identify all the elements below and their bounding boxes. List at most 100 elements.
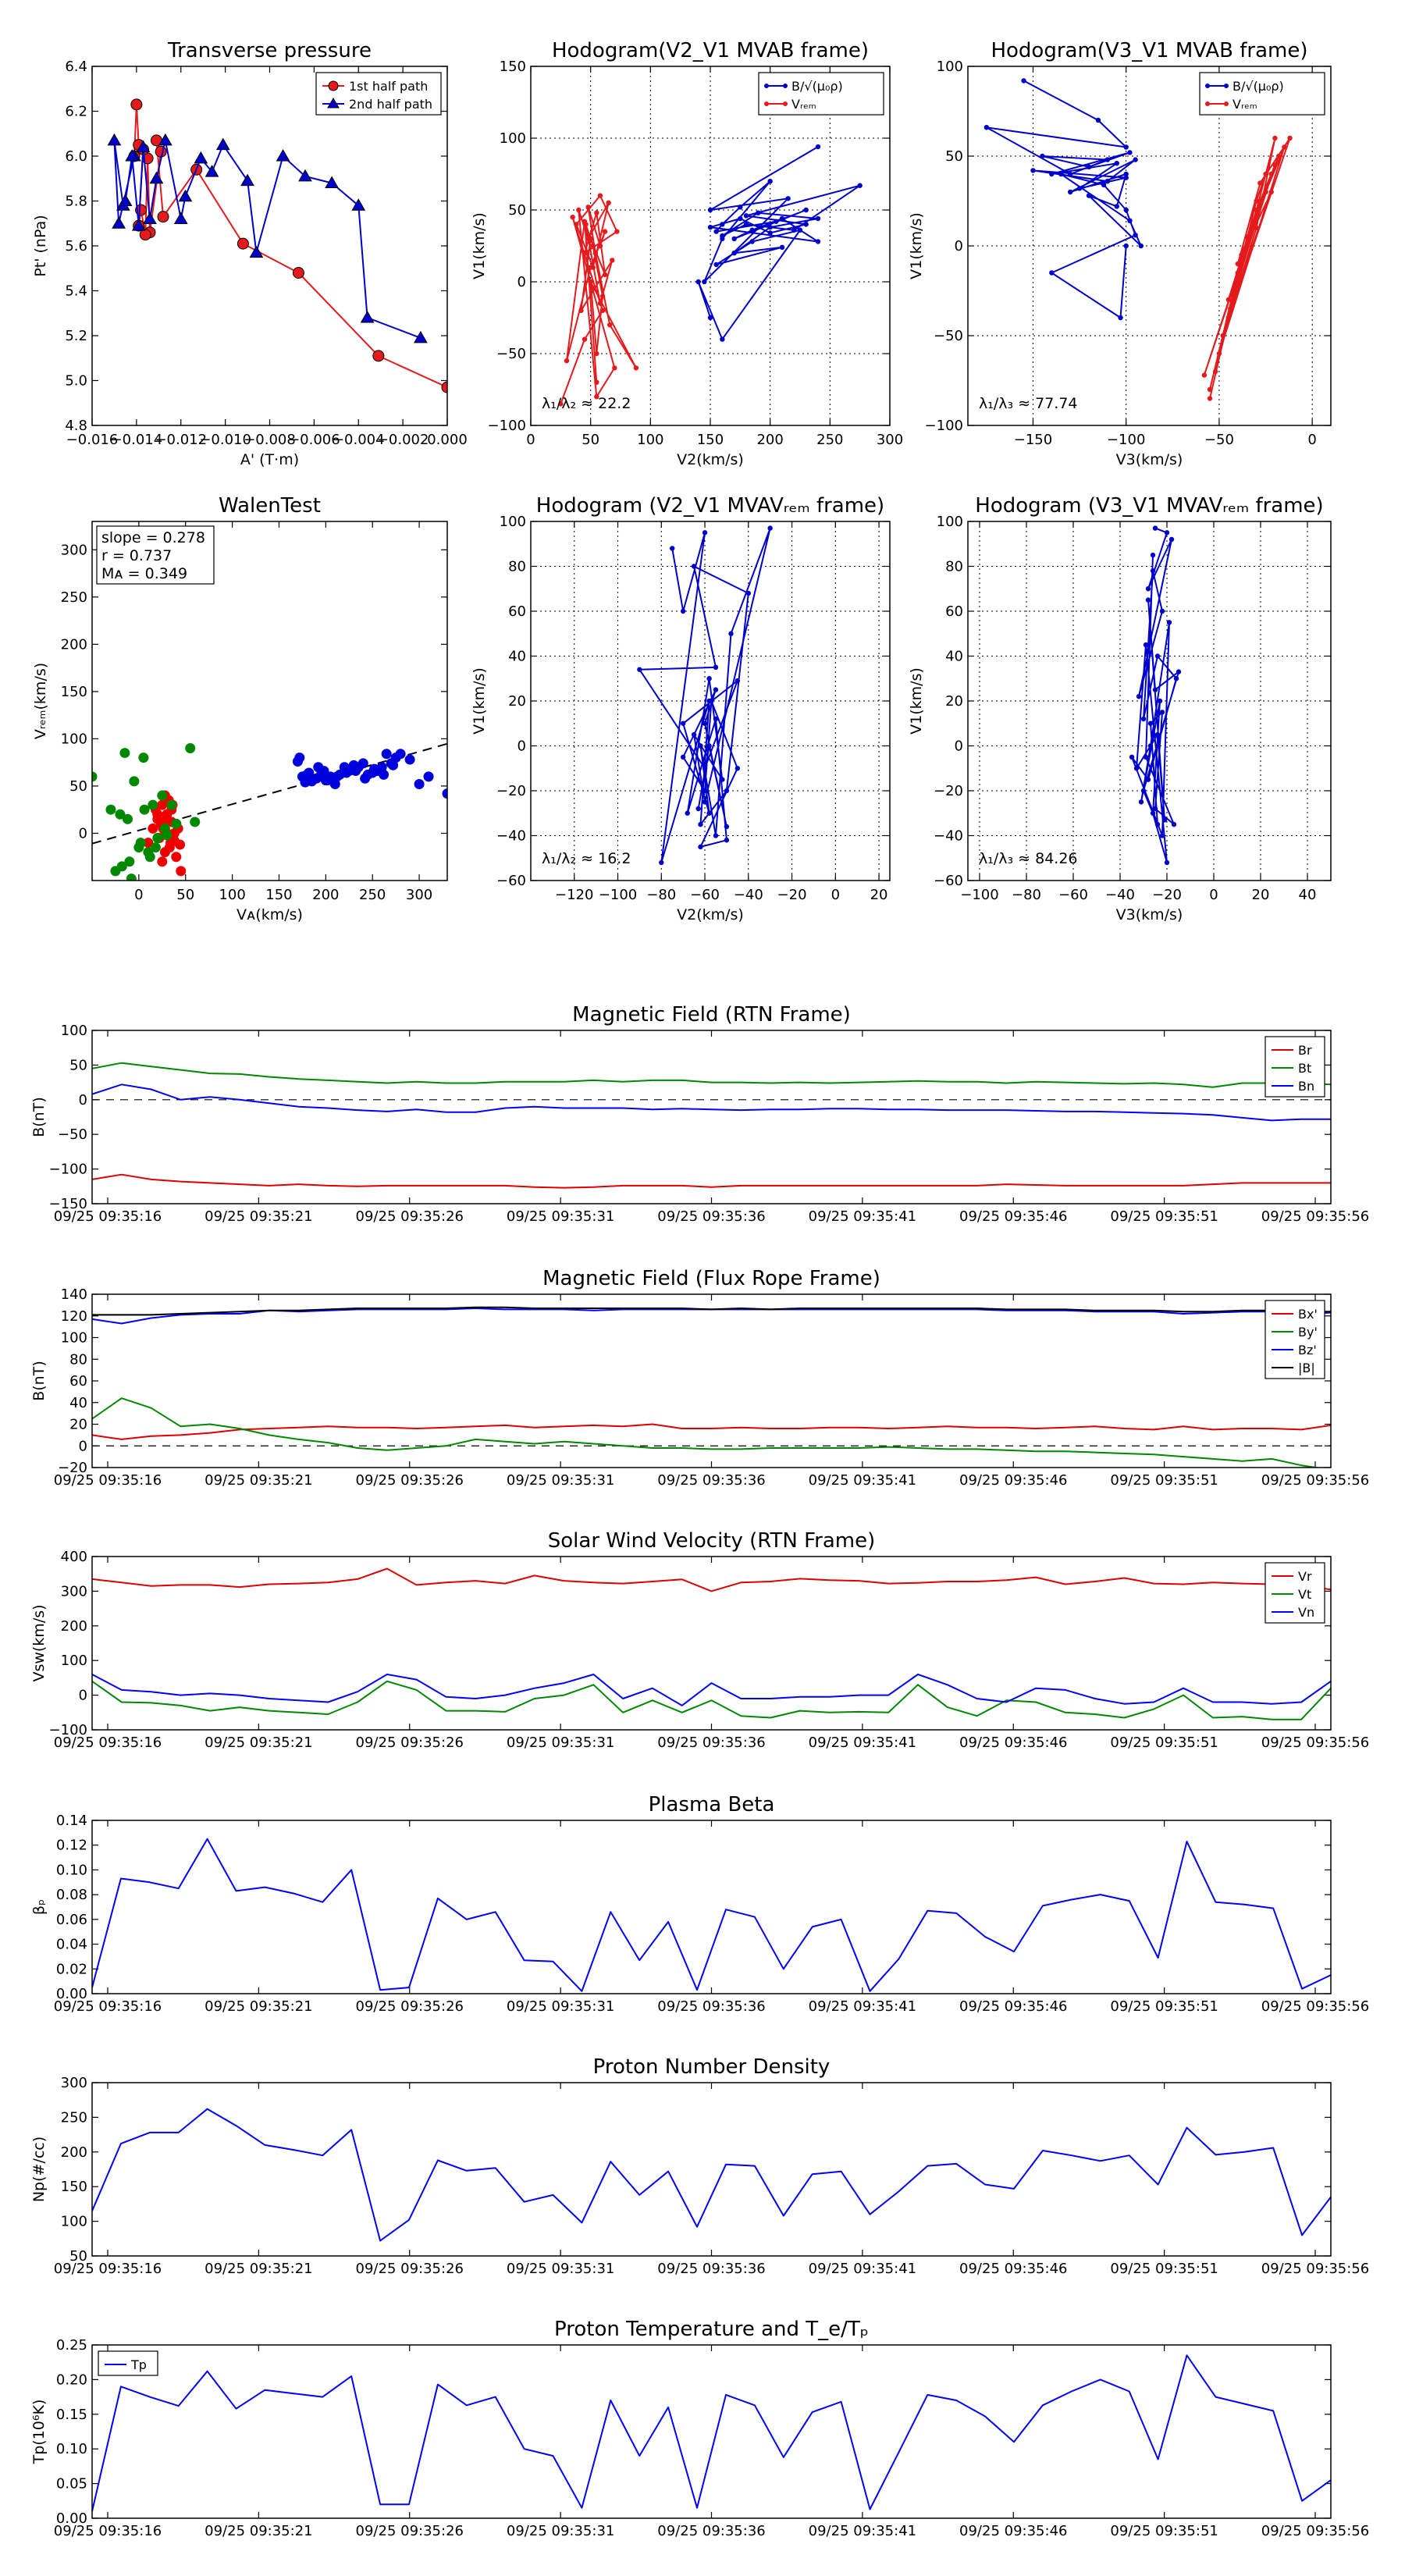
y-tick-label: 0.06	[56, 1912, 87, 1928]
data-point	[1133, 233, 1138, 238]
data-point	[1159, 608, 1165, 614]
data-point	[767, 179, 773, 184]
data-point	[803, 222, 809, 227]
data-point	[1268, 189, 1274, 195]
x-tick-label: 0	[526, 432, 535, 448]
legend-label: Tp	[130, 2357, 147, 2372]
y-tick-label: 150	[61, 2179, 87, 2195]
series-tp-line	[92, 2354, 1331, 2512]
data-point	[680, 754, 686, 760]
data-point	[332, 771, 343, 782]
legend-marker	[328, 80, 339, 91]
y-tick-label: 20	[69, 1417, 87, 1433]
data-point	[1225, 297, 1232, 303]
legend-label: B/√(μ₀ρ)	[791, 79, 843, 94]
data-point	[131, 219, 146, 231]
data-point	[1161, 817, 1168, 823]
y-tick-label: 100	[500, 130, 526, 147]
data-point	[276, 148, 290, 162]
x-tick-label: 0	[831, 887, 840, 903]
series-bx--line	[92, 1423, 1331, 1440]
x-tick-label: 09/25 09:35:51	[1110, 2523, 1218, 2539]
axes-frame	[967, 521, 1332, 881]
x-tick-label: 0	[1307, 432, 1316, 448]
data-point	[599, 308, 606, 313]
y-tick-label: −100	[49, 1162, 87, 1178]
data-point	[791, 227, 797, 233]
plot-area	[558, 144, 863, 407]
y-tick-label: 100	[937, 514, 963, 530]
x-tick-label: 09/25 09:35:26	[356, 1208, 464, 1225]
series-v-remaining-line	[638, 527, 771, 863]
y-tick-label: 60	[508, 603, 526, 620]
data-point	[1154, 731, 1161, 738]
y-tick-label: 0	[79, 1092, 87, 1108]
x-tick-label: 09/25 09:35:26	[356, 1472, 464, 1489]
data-point	[1157, 698, 1163, 704]
data-point	[749, 239, 755, 244]
data-point	[1164, 530, 1170, 535]
y-tick-label: 100	[61, 1023, 87, 1039]
data-point	[720, 233, 725, 239]
data-point	[1136, 694, 1142, 699]
x-tick-label: 09/25 09:35:46	[959, 2523, 1067, 2539]
data-point	[582, 219, 588, 224]
data-point	[774, 219, 779, 224]
x-axis-label: Vᴀ(km/s)	[237, 906, 303, 923]
data-point	[1176, 669, 1182, 674]
x-tick-label: 0	[1209, 887, 1218, 903]
plot-area	[107, 98, 447, 393]
plot-area	[984, 78, 1293, 401]
legend-label: Bn	[1298, 1079, 1314, 1094]
data-point	[702, 788, 708, 794]
data-point	[1263, 171, 1268, 177]
data-point	[1268, 171, 1274, 177]
panel-np: Proton Number Density 50 100 150 200 250 300 09…	[30, 2055, 1369, 2277]
data-point	[1123, 207, 1129, 213]
data-point	[706, 676, 712, 681]
data-point	[597, 301, 603, 306]
data-point	[1123, 171, 1129, 177]
y-tick-label: 40	[508, 649, 526, 665]
y-tick-label: 0.10	[56, 1862, 87, 1878]
data-point	[152, 813, 163, 824]
data-point	[126, 873, 137, 881]
x-tick-label: 09/25 09:35:41	[809, 1735, 916, 1751]
legend-marker	[327, 98, 340, 109]
data-point	[107, 133, 122, 146]
data-point	[767, 525, 773, 531]
data-point	[1021, 78, 1026, 84]
data-point	[404, 754, 415, 765]
chart-title: Transverse pressure	[167, 39, 372, 62]
y-tick-label: 0.25	[56, 2337, 87, 2354]
data-point	[395, 749, 406, 760]
data-point	[136, 140, 151, 152]
data-point	[637, 667, 642, 672]
series-v-remaining-line	[560, 194, 637, 404]
data-point	[139, 804, 150, 815]
y-tick-label: 0	[79, 1688, 87, 1704]
data-point	[1143, 754, 1149, 760]
chart-title: Magnetic Field (Flux Rope Frame)	[542, 1267, 880, 1290]
data-point	[175, 839, 186, 850]
x-tick-label: 09/25 09:35:21	[205, 1735, 312, 1751]
y-tick-label: −50	[496, 346, 526, 362]
data-point	[1127, 218, 1133, 223]
legend-label: Vn	[1298, 1605, 1314, 1620]
y-tick-label: 0.12	[56, 1838, 87, 1854]
data-point	[612, 365, 617, 371]
data-point	[735, 766, 741, 771]
data-point	[144, 852, 155, 863]
data-point	[157, 790, 168, 801]
data-point	[215, 137, 230, 151]
data-point	[602, 272, 608, 277]
series-beta-line	[92, 1838, 1331, 1992]
data-point	[709, 698, 714, 704]
data-point	[173, 212, 188, 224]
data-point	[578, 308, 584, 313]
plot-area	[92, 1306, 1331, 1468]
y-tick-label: 0	[79, 1438, 87, 1454]
x-tick-label: 09/25 09:35:36	[657, 1998, 765, 2015]
data-point	[713, 664, 719, 671]
legend-box	[98, 2350, 158, 2376]
